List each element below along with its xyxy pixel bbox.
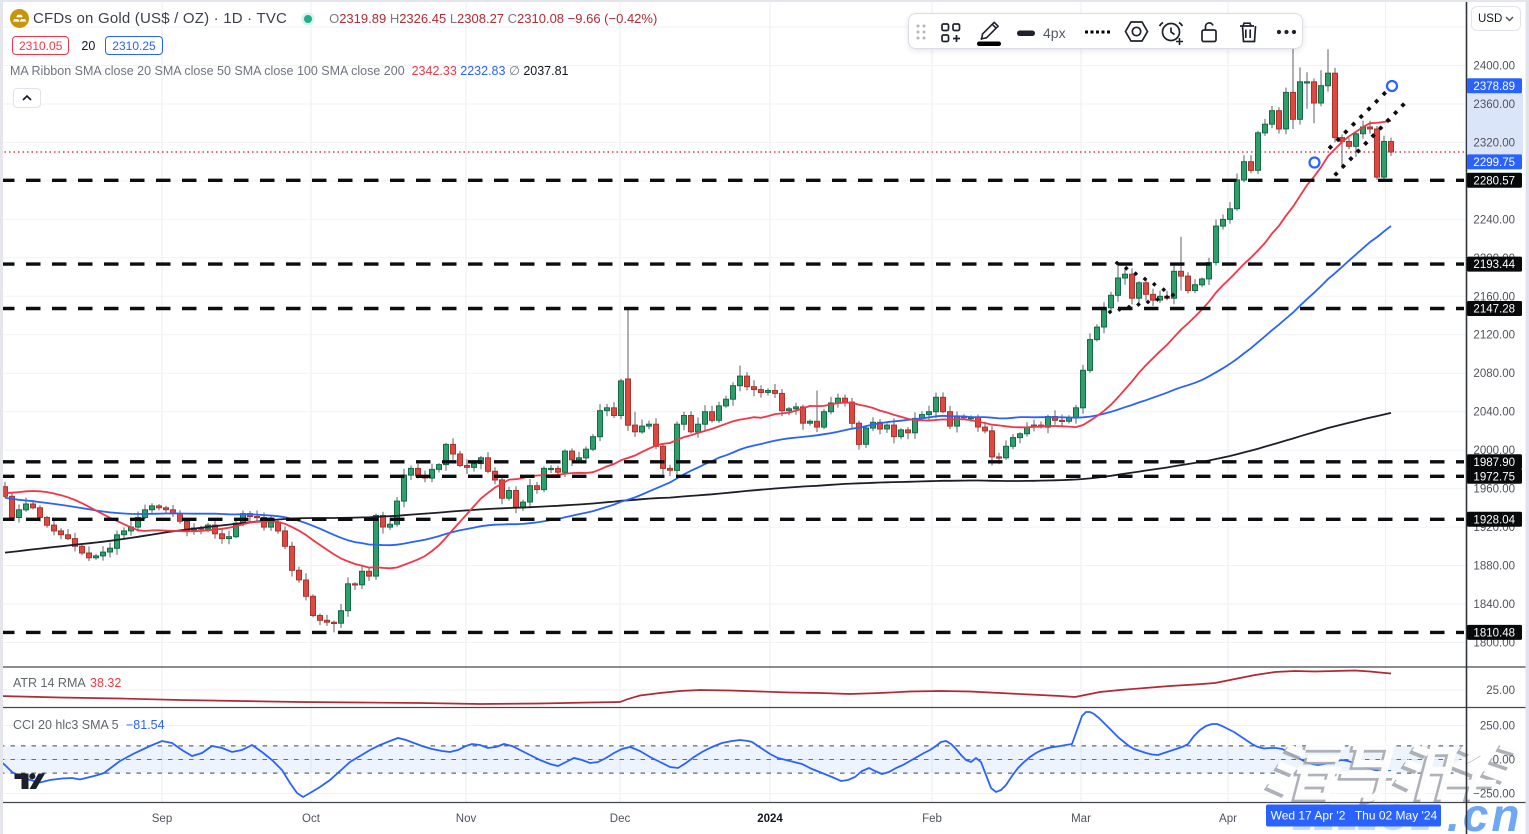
svg-text:1928.04: 1928.04: [1473, 514, 1515, 526]
svg-text:2040.00: 2040.00: [1473, 407, 1515, 419]
svg-text:1960.00: 1960.00: [1473, 484, 1515, 496]
svg-text:4px: 4px: [1043, 25, 1066, 41]
svg-text:.cn: .cn: [1447, 789, 1522, 834]
svg-text:ATR 14 RMA: ATR 14 RMA: [13, 676, 86, 690]
svg-text:2080.00: 2080.00: [1473, 368, 1515, 380]
svg-text:2320.00: 2320.00: [1473, 137, 1515, 149]
svg-text:Sep: Sep: [152, 813, 172, 825]
svg-text:CCI 20 hlc3 SMA 5: CCI 20 hlc3 SMA 5: [13, 718, 119, 732]
svg-text:Feb: Feb: [922, 813, 942, 825]
svg-text:38.32: 38.32: [90, 676, 121, 690]
svg-text:1840.00: 1840.00: [1473, 599, 1515, 611]
svg-text:−81.54: −81.54: [126, 718, 165, 732]
svg-text:0.00: 0.00: [1493, 755, 1515, 767]
svg-text:2160.00: 2160.00: [1473, 291, 1515, 303]
svg-text:Oct: Oct: [302, 813, 321, 825]
svg-text:1880.00: 1880.00: [1473, 561, 1515, 573]
svg-text:1800.00: 1800.00: [1473, 638, 1515, 650]
svg-text:Thu 02 May '24: Thu 02 May '24: [1355, 809, 1438, 823]
svg-text:2024: 2024: [757, 813, 783, 825]
svg-text:2299.75: 2299.75: [1473, 157, 1515, 169]
svg-text:2280.57: 2280.57: [1473, 175, 1515, 187]
svg-text:1987.90: 1987.90: [1473, 457, 1515, 469]
svg-text:2000.00: 2000.00: [1473, 445, 1515, 457]
svg-text:−250.00: −250.00: [1473, 789, 1515, 801]
svg-text:2120.00: 2120.00: [1473, 330, 1515, 342]
svg-text:1972.75: 1972.75: [1473, 471, 1515, 483]
svg-text:2193.44: 2193.44: [1473, 259, 1515, 271]
svg-text:25.00: 25.00: [1486, 685, 1515, 697]
svg-text:2360.00: 2360.00: [1473, 99, 1515, 111]
svg-text:Apr: Apr: [1219, 813, 1237, 825]
svg-text:2378.89: 2378.89: [1473, 81, 1515, 93]
svg-text:2240.00: 2240.00: [1473, 214, 1515, 226]
svg-text:250.00: 250.00: [1480, 721, 1515, 733]
svg-text:Nov: Nov: [456, 813, 477, 825]
svg-text:Mar: Mar: [1071, 813, 1091, 825]
svg-text:1810.48: 1810.48: [1473, 627, 1515, 639]
svg-text:Wed 17 Apr '2: Wed 17 Apr '2: [1271, 809, 1346, 823]
svg-text:2147.28: 2147.28: [1473, 304, 1515, 316]
svg-text:Dec: Dec: [610, 813, 631, 825]
svg-text:2400.00: 2400.00: [1473, 61, 1515, 73]
